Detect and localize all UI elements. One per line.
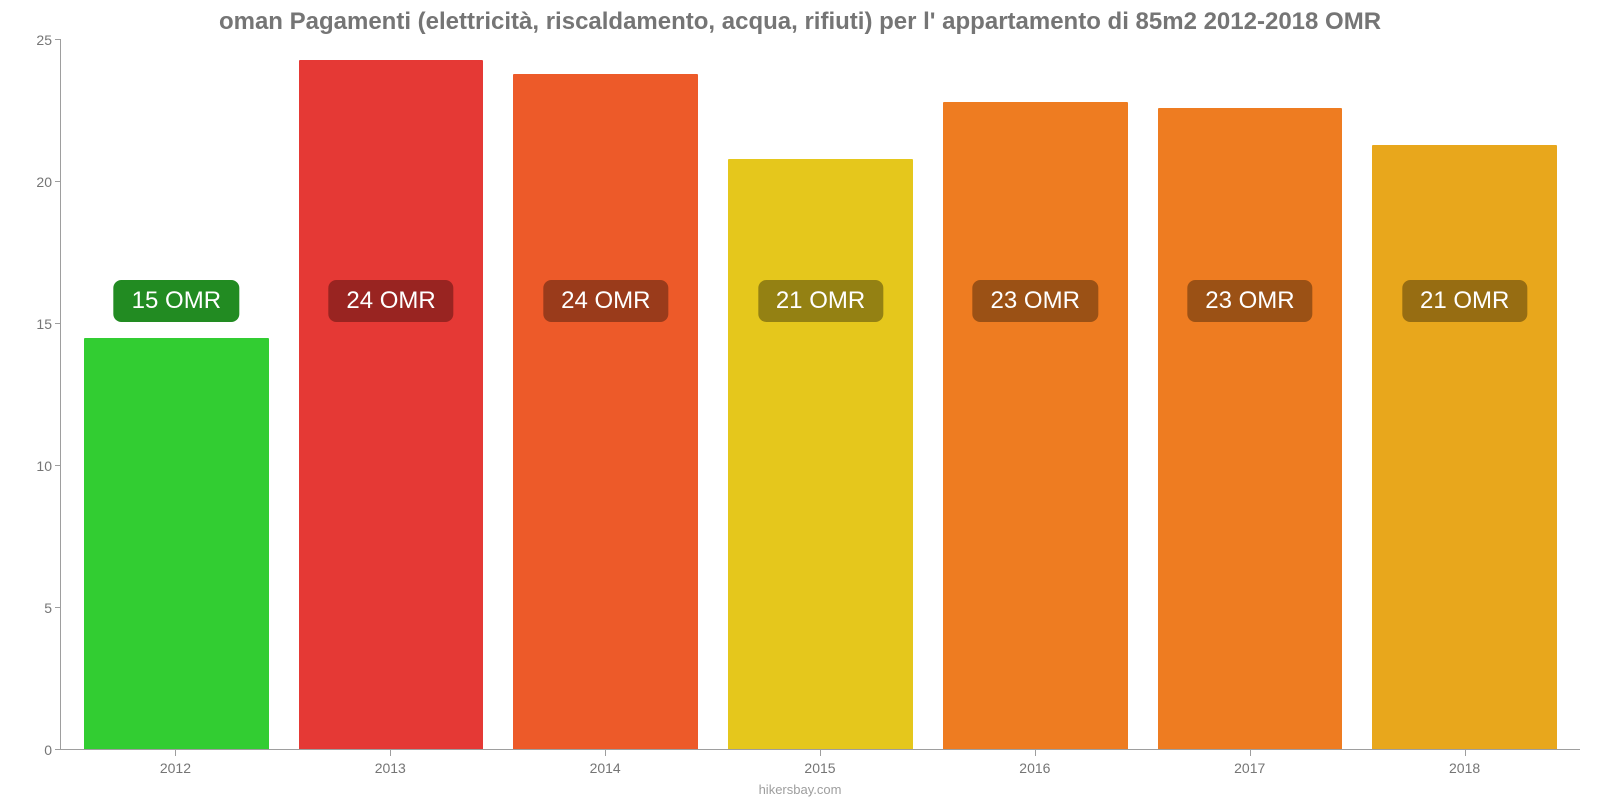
- plot-area: 15 OMR 24 OMR 24 OMR 21 OMR 23 OMR 23 OMR 21 O…: [60, 40, 1580, 750]
- x-tick-label: 2014: [498, 750, 713, 776]
- bar-value-label: 23 OMR: [973, 280, 1098, 322]
- bar-value-label: 21 OMR: [1402, 280, 1527, 322]
- bar-slot: 21 OMR: [713, 40, 928, 749]
- bar-value-label: 24 OMR: [543, 280, 668, 322]
- bar-value-label: 24 OMR: [328, 280, 453, 322]
- bar-slot: 23 OMR: [1143, 40, 1358, 749]
- bar-value-label: 23 OMR: [1187, 280, 1312, 322]
- x-tick-label: 2016: [927, 750, 1142, 776]
- bar-slot: 21 OMR: [1357, 40, 1572, 749]
- bar: 21 OMR: [1372, 145, 1557, 749]
- bar: 24 OMR: [513, 74, 698, 749]
- x-tick-label: 2012: [68, 750, 283, 776]
- bar: 15 OMR: [84, 338, 269, 749]
- y-tick-label: 10: [36, 458, 52, 474]
- bar-chart: oman Pagamenti (elettricità, riscaldamen…: [0, 0, 1600, 800]
- y-tick-label: 15: [36, 316, 52, 332]
- chart-title: oman Pagamenti (elettricità, riscaldamen…: [20, 8, 1580, 36]
- bar: 24 OMR: [299, 60, 484, 749]
- x-tick-label: 2018: [1357, 750, 1572, 776]
- bar-slot: 23 OMR: [928, 40, 1143, 749]
- y-tick-label: 0: [44, 742, 52, 758]
- x-tick-label: 2017: [1142, 750, 1357, 776]
- x-tick-label: 2013: [283, 750, 498, 776]
- x-axis: 2012201320142015201620172018: [60, 750, 1580, 776]
- bar: 21 OMR: [728, 159, 913, 749]
- y-tick-label: 25: [36, 32, 52, 48]
- bar-slot: 24 OMR: [284, 40, 499, 749]
- bar-slot: 15 OMR: [69, 40, 284, 749]
- bar-slot: 24 OMR: [498, 40, 713, 749]
- bar: 23 OMR: [1158, 108, 1343, 749]
- bar-value-label: 15 OMR: [114, 280, 239, 322]
- plot: 0510152025 15 OMR24 OMR24 OMR21 OMR23 OM…: [20, 40, 1580, 750]
- y-tick-label: 20: [36, 174, 52, 190]
- source-label: hikersbay.com: [20, 782, 1580, 797]
- y-axis: 0510152025: [20, 40, 60, 750]
- y-tick-label: 5: [44, 600, 52, 616]
- bar: 23 OMR: [943, 102, 1128, 749]
- bar-value-label: 21 OMR: [758, 280, 883, 322]
- x-tick-label: 2015: [713, 750, 928, 776]
